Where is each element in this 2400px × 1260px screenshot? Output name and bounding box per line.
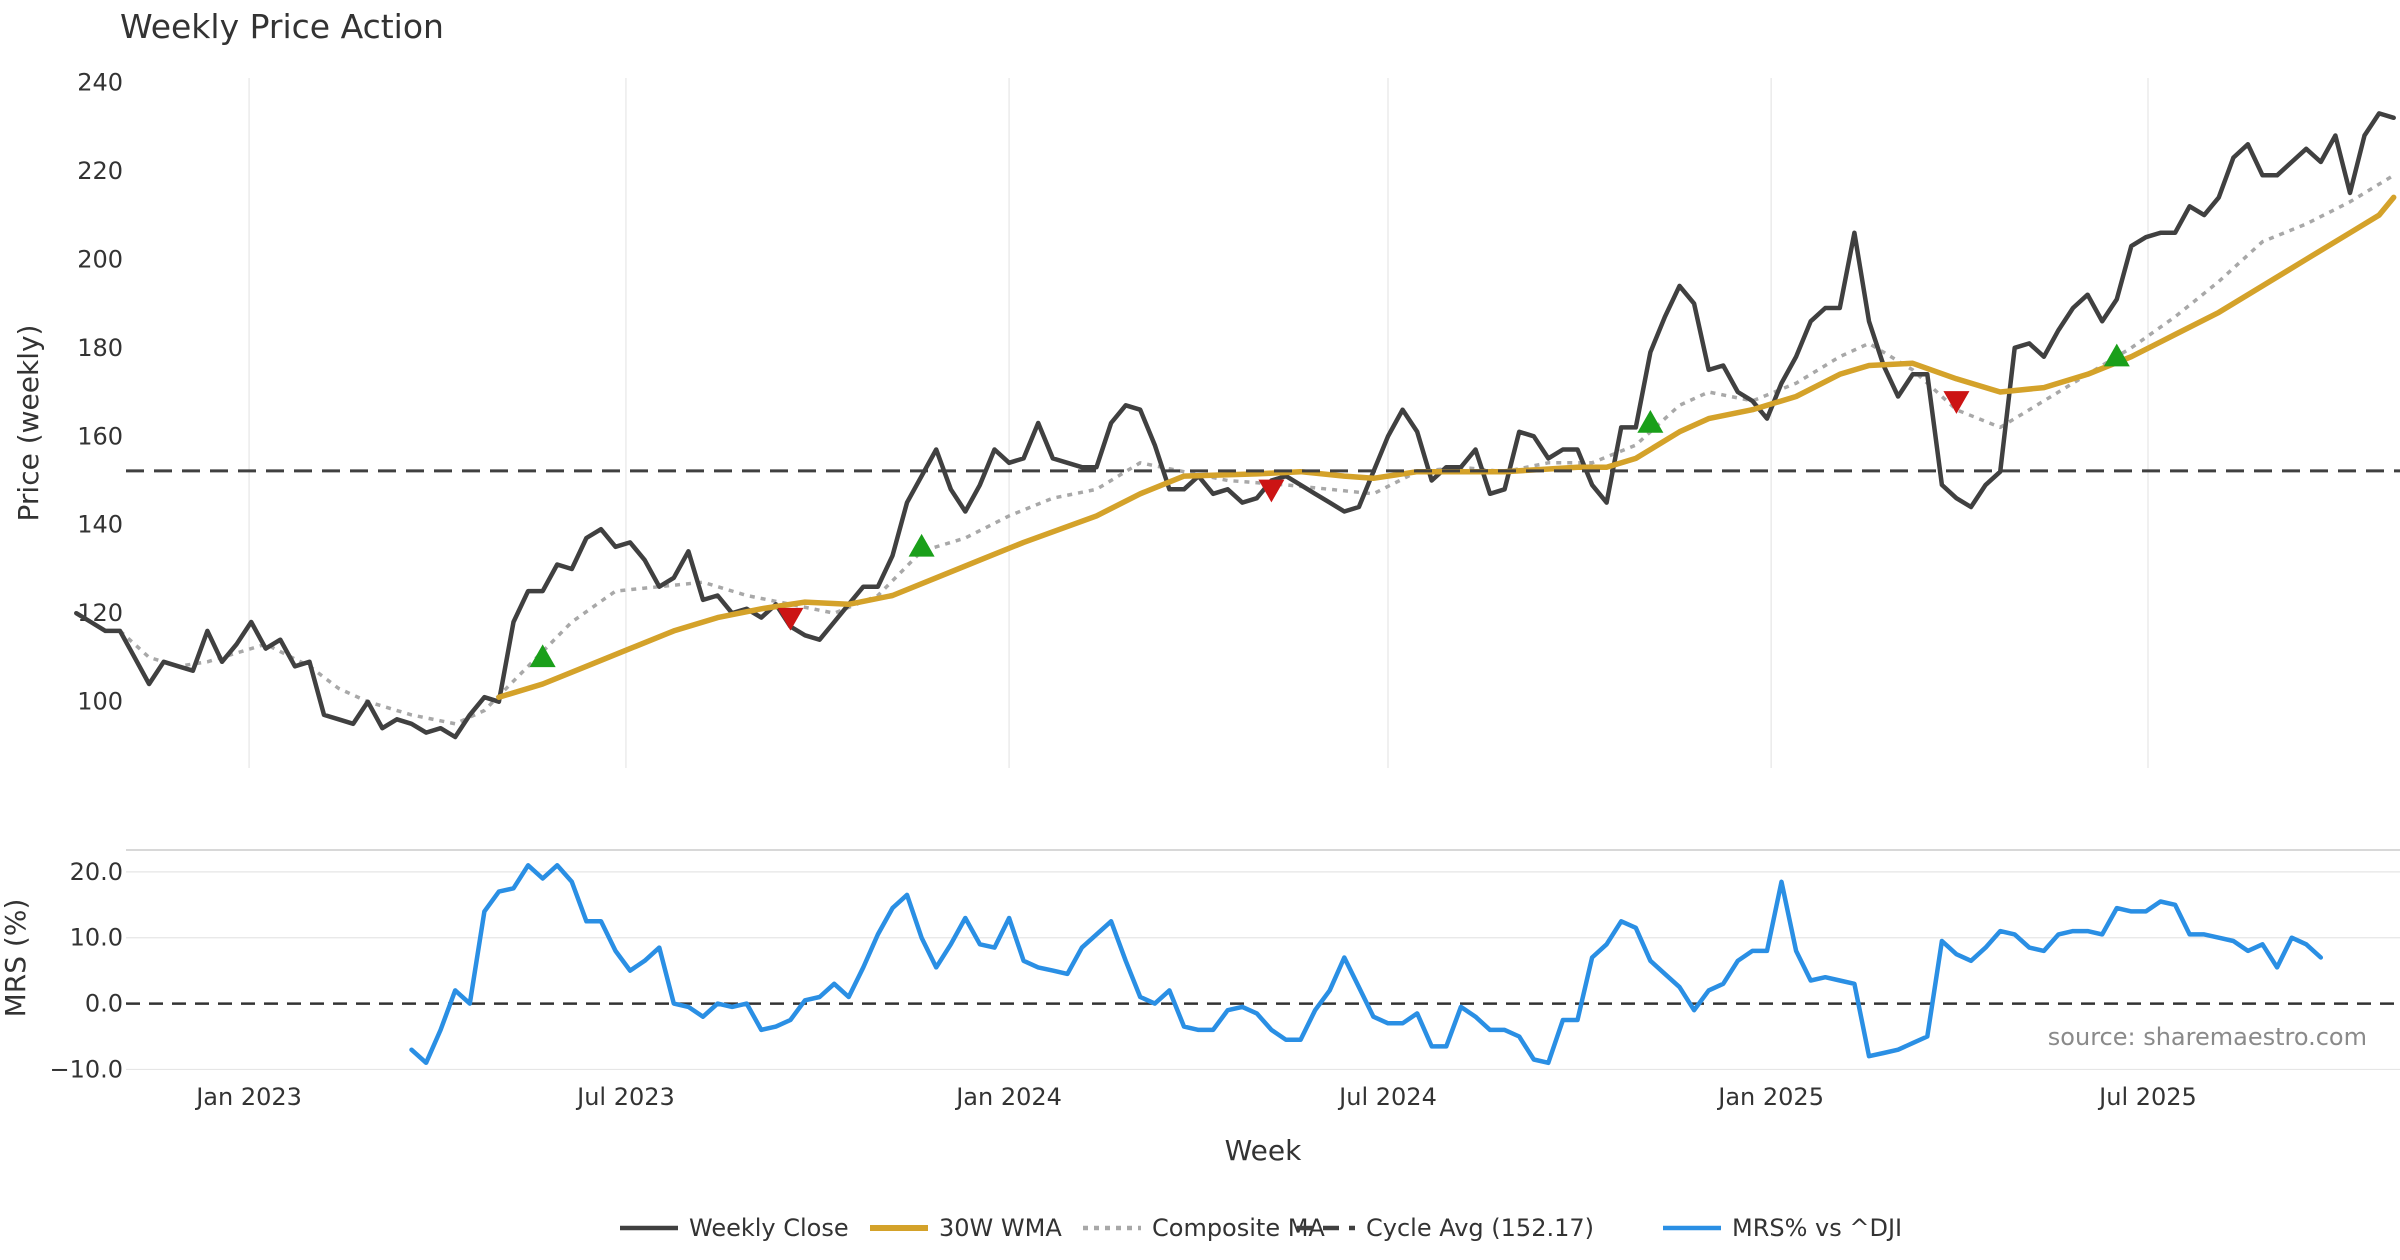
mrs-y-tick-label: 0.0: [85, 990, 123, 1018]
price-series: [74, 111, 2400, 740]
series-weekly-close: [74, 111, 2396, 740]
price-y-axis-label: Price (weekly): [12, 325, 45, 522]
legend-label: 30W WMA: [939, 1214, 1062, 1242]
price-y-tick-label: 180: [77, 334, 123, 362]
legend-item-composite-ma: Composite MA: [1083, 1214, 1325, 1242]
x-axis-ticks: Jan 2023 Jul 2023 Jan 2024 Jul 2024 Jan 2025…: [194, 1083, 2197, 1111]
chart-title: Weekly Price Action: [120, 7, 444, 46]
series-30w-wma: [496, 194, 2397, 700]
sell-signal-marker: [1943, 391, 1970, 414]
sell-signal-marker: [777, 607, 804, 631]
source-note: source: sharemaestro.com: [2048, 1023, 2367, 1051]
signal-markers: [529, 343, 2130, 668]
price-y-tick-label: 160: [77, 422, 123, 450]
x-tick-label: Jan 2023: [194, 1083, 302, 1111]
mrs-y-tick-label: −10.0: [49, 1055, 123, 1083]
price-y-tick-label: 200: [77, 245, 123, 273]
mrs-y-tick-label: 20.0: [70, 858, 123, 886]
legend-label: Composite MA: [1152, 1214, 1325, 1242]
legend: Weekly Close 30W WMA Composite MA Cycle Avg…: [620, 1214, 1902, 1242]
mrs-y-ticks: −10.0 0.0 10.0 20.0: [49, 858, 123, 1084]
buy-signal-marker: [529, 644, 556, 668]
price-panel: 100 120 140 160 180 200 220 240 Price (weekly): [12, 68, 2400, 768]
legend-item-weekly-close: Weekly Close: [620, 1214, 849, 1242]
price-y-tick-label: 220: [77, 157, 123, 185]
x-tick-label: Jan 2025: [1716, 1083, 1824, 1111]
sell-signal-marker: [1258, 479, 1285, 503]
price-y-tick-label: 140: [77, 511, 123, 539]
series-mrs-vs-dji: [409, 863, 2324, 1066]
x-axis-label: Week: [1225, 1134, 1302, 1167]
legend-label: Weekly Close: [689, 1214, 849, 1242]
x-tick-label: Jul 2025: [2097, 1083, 2197, 1111]
price-y-ticks: 100 120 140 160 180 200 220 240: [77, 68, 123, 715]
series-composite-ma: [118, 173, 2395, 726]
buy-signal-marker: [1637, 410, 1664, 433]
mrs-series: [126, 863, 2400, 1066]
mrs-y-tick-label: 10.0: [70, 924, 123, 952]
mrs-y-axis-label: MRS (%): [0, 899, 32, 1018]
legend-label: MRS% vs ^DJI: [1732, 1214, 1902, 1242]
x-tick-label: Jul 2024: [1337, 1083, 1437, 1111]
legend-item-mrs-vs-dji: MRS% vs ^DJI: [1663, 1214, 1902, 1242]
price-y-tick-label: 100: [77, 688, 123, 716]
mrs-panel: −10.0 0.0 10.0 20.0 MRS (%) source: sharema…: [0, 858, 2400, 1084]
price-y-tick-label: 240: [77, 68, 123, 96]
legend-label: Cycle Avg (152.17): [1366, 1214, 1594, 1242]
price-y-tick-label: 120: [77, 599, 123, 627]
buy-signal-marker: [908, 533, 935, 557]
buy-signal-marker: [2103, 343, 2130, 367]
legend-item-30w-wma: 30W WMA: [870, 1214, 1062, 1242]
legend-item-cycle-avg-152-17: Cycle Avg (152.17): [1297, 1214, 1594, 1242]
x-tick-label: Jul 2023: [575, 1083, 675, 1111]
x-tick-label: Jan 2024: [954, 1083, 1062, 1111]
price-grid: [248, 78, 2149, 768]
